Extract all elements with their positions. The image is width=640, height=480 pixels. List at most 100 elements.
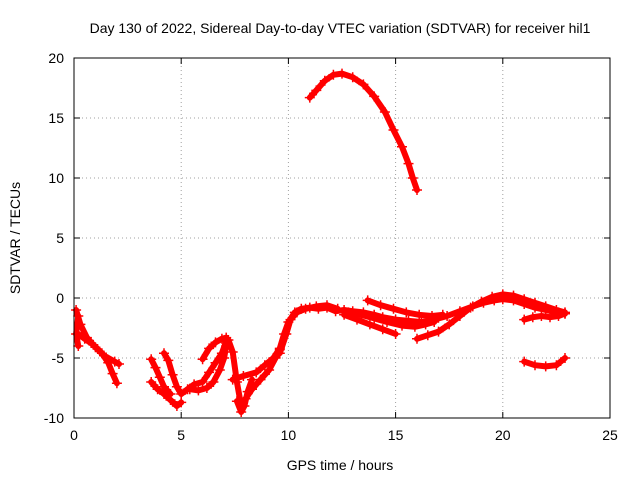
data-point <box>184 384 195 395</box>
data-point <box>390 329 401 339</box>
data-point <box>146 377 157 387</box>
chart-title: Day 130 of 2022, Sidereal Day-to-day VTE… <box>90 20 591 36</box>
data-point <box>409 321 420 332</box>
data-point <box>176 397 187 408</box>
x-tick-label: 5 <box>177 427 185 443</box>
y-tick-label: 5 <box>56 230 64 246</box>
data-point <box>362 295 373 306</box>
data-point <box>401 307 412 318</box>
data-point <box>255 374 266 385</box>
data-point <box>369 91 380 102</box>
data-point <box>540 361 551 372</box>
data-point <box>444 319 455 330</box>
data-point <box>79 333 90 344</box>
data-point <box>238 371 249 381</box>
data-point <box>356 309 367 320</box>
data-point <box>519 356 530 367</box>
data-point <box>388 303 399 314</box>
data-point <box>553 311 564 321</box>
data-point <box>114 359 124 369</box>
data-point <box>369 313 380 324</box>
data-point <box>221 332 232 343</box>
data-point <box>508 290 519 301</box>
data-point <box>111 378 122 389</box>
y-axis-title: SDTVAR / TECUs <box>7 182 23 294</box>
data-point <box>96 348 107 359</box>
data-point <box>251 367 262 378</box>
data-point <box>412 185 422 195</box>
data-point <box>163 355 174 366</box>
data-point <box>375 300 386 311</box>
data-point <box>268 353 279 363</box>
data-point <box>210 357 221 368</box>
data-point <box>259 360 270 371</box>
data-point <box>73 311 84 321</box>
x-tick-label: 15 <box>388 427 404 443</box>
data-point <box>530 297 540 308</box>
data-point <box>397 320 407 331</box>
data-point <box>527 312 538 323</box>
data-point <box>304 92 315 103</box>
data-point <box>519 314 530 325</box>
data-point <box>107 368 118 379</box>
data-point <box>465 302 476 313</box>
data-point <box>337 68 347 79</box>
data-point <box>420 319 431 330</box>
data-point <box>476 296 487 307</box>
data-point <box>311 85 322 96</box>
data-point <box>152 384 163 395</box>
x-tick-label: 25 <box>602 427 618 443</box>
data-point <box>551 360 562 371</box>
data-point <box>379 107 390 117</box>
data-point <box>159 348 169 359</box>
data-series <box>71 68 570 417</box>
data-point <box>274 348 285 359</box>
data-point <box>208 377 219 387</box>
data-point <box>214 365 225 375</box>
data-point <box>73 341 84 351</box>
data-point <box>227 347 238 357</box>
data-point <box>433 326 444 337</box>
series-seg-r <box>306 70 420 193</box>
data-point <box>319 75 330 86</box>
x-axis-title: GPS time / hours <box>287 457 394 473</box>
data-point <box>197 377 208 387</box>
data-point <box>171 381 182 392</box>
data-point <box>216 333 227 344</box>
data-point <box>71 305 82 315</box>
data-point <box>221 341 232 351</box>
data-point <box>71 329 82 339</box>
data-point <box>322 300 332 311</box>
data-point <box>377 324 388 335</box>
axis-ticks: 0 5 10 15 20 25 -10 -5 0 5 10 15 20 <box>44 50 618 443</box>
data-point <box>536 311 547 321</box>
data-point <box>219 353 230 363</box>
data-point <box>437 309 448 320</box>
data-point <box>412 333 422 344</box>
data-point <box>281 329 292 339</box>
data-point <box>227 374 238 385</box>
y-tick-label: 0 <box>56 290 64 306</box>
data-point <box>487 291 498 302</box>
data-point <box>332 303 343 314</box>
data-point <box>236 407 247 417</box>
data-point <box>193 385 204 396</box>
data-point <box>427 311 437 321</box>
data-point <box>146 354 157 365</box>
data-point <box>454 311 465 321</box>
y-tick-label: -5 <box>52 350 65 366</box>
data-point <box>239 401 250 411</box>
data-point <box>165 389 176 399</box>
data-point <box>204 367 215 378</box>
y-tick-label: 10 <box>48 170 64 186</box>
data-point <box>210 337 221 348</box>
data-point <box>414 309 425 320</box>
data-point <box>201 383 212 393</box>
y-tick-label: 15 <box>48 110 64 126</box>
data-point <box>231 396 242 407</box>
data-point <box>264 365 275 375</box>
data-point <box>560 308 570 319</box>
data-point <box>292 307 302 318</box>
data-point <box>519 294 530 305</box>
